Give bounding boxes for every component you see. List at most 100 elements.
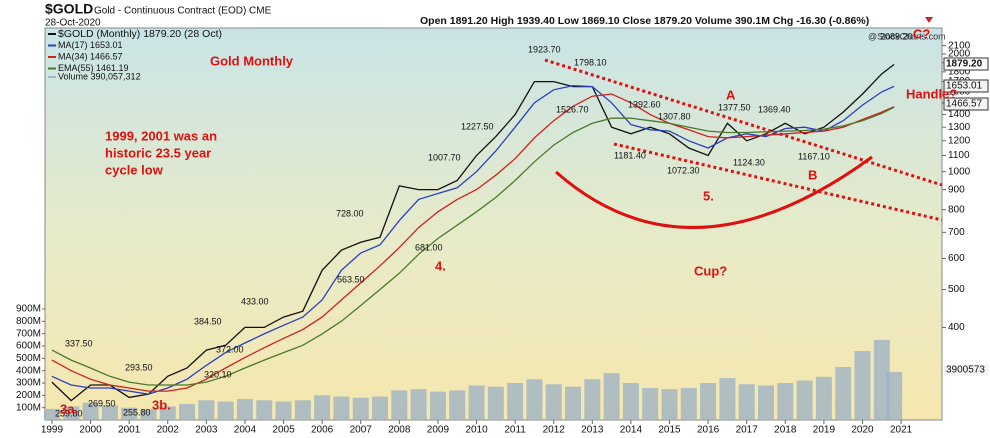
volume-bar bbox=[275, 401, 292, 420]
x-tick-label: 2017 bbox=[736, 425, 759, 436]
annotation: B bbox=[808, 167, 817, 182]
volume-bar bbox=[429, 391, 446, 420]
x-tick-label: 2019 bbox=[813, 425, 836, 436]
price-tag-box bbox=[943, 57, 989, 71]
y-tick-label: 1800 bbox=[948, 66, 971, 77]
price-label: 681.00 bbox=[415, 242, 443, 252]
price-label: 1392.60 bbox=[628, 99, 661, 109]
volume-bar bbox=[468, 385, 485, 420]
volume-bar bbox=[584, 379, 601, 420]
x-tick-label: 2011 bbox=[504, 425, 526, 436]
annotation: Gold Monthly bbox=[210, 53, 294, 68]
volume-bar bbox=[487, 386, 504, 420]
annotation: A bbox=[726, 87, 736, 102]
legend-label: EMA(55) 1461.19 bbox=[58, 63, 129, 73]
volume-bar bbox=[410, 389, 427, 420]
volume-bar bbox=[777, 383, 794, 420]
price-line bbox=[51, 93, 895, 392]
volume-bar bbox=[545, 384, 562, 420]
x-tick-label: 2004 bbox=[234, 425, 257, 436]
price-label: 1007.70 bbox=[428, 152, 461, 162]
volume-bar bbox=[661, 389, 678, 420]
y-tick-label: 900 bbox=[948, 184, 965, 195]
volume-bar bbox=[63, 406, 80, 420]
volume-bar bbox=[835, 366, 852, 420]
chart-title: Gold - Continuous Contract (EOD) CME bbox=[94, 6, 272, 17]
x-tick-label: 2012 bbox=[543, 425, 566, 436]
volume-bar bbox=[333, 396, 350, 420]
volume-bar bbox=[217, 401, 234, 420]
quote: Open 1891.20 High 1939.40 Low 1869.10 Cl… bbox=[420, 15, 869, 27]
volume-bar bbox=[507, 383, 524, 420]
y2-tick-label: 500M bbox=[16, 353, 41, 364]
symbol: $GOLD bbox=[45, 1, 93, 17]
annotation: 3b. bbox=[152, 397, 171, 412]
volume-bar bbox=[140, 408, 157, 420]
volume-bar bbox=[314, 395, 331, 420]
volume-bar bbox=[391, 390, 408, 420]
legend-label: Volume 390,057,312 bbox=[58, 71, 141, 81]
annotation: C? bbox=[913, 26, 930, 41]
volume-bar bbox=[372, 396, 389, 420]
volume-bar bbox=[622, 383, 639, 420]
y-tick-label: 800 bbox=[948, 204, 965, 215]
volume-bar bbox=[101, 405, 118, 420]
volume-bar bbox=[796, 380, 813, 420]
y2-tick-label: 700M bbox=[16, 328, 41, 339]
annotation: 5. bbox=[703, 188, 714, 203]
x-tick-label: 2020 bbox=[851, 425, 874, 436]
price-label: 320.10 bbox=[204, 369, 232, 379]
price-label: 1369.40 bbox=[758, 104, 791, 114]
price-label: 728.00 bbox=[336, 208, 364, 218]
y-tick-label: 1000 bbox=[948, 166, 971, 177]
y2-tick-label: 900M bbox=[16, 304, 41, 315]
price-label: 1307.80 bbox=[658, 111, 691, 121]
volume-bar bbox=[738, 384, 755, 420]
annotation: Cup? bbox=[694, 263, 727, 278]
volume-bar bbox=[815, 376, 832, 420]
volume-bar bbox=[159, 406, 176, 420]
price-tag: 3900573 bbox=[946, 365, 985, 376]
volume-bar bbox=[873, 339, 890, 420]
y2-tick-label: 100M bbox=[16, 402, 41, 413]
y-tick-label: 1100 bbox=[948, 150, 970, 161]
annotation: historic 23.5 year bbox=[105, 145, 211, 160]
y-tick-label: 1200 bbox=[948, 135, 971, 146]
volume-bar bbox=[82, 402, 99, 420]
volume-bar bbox=[256, 400, 273, 420]
x-tick-label: 2005 bbox=[272, 425, 295, 436]
cup-arc bbox=[555, 155, 873, 229]
price-label: 269.50 bbox=[88, 398, 116, 408]
volume-bar bbox=[236, 399, 253, 420]
y2-tick-label: 400M bbox=[16, 365, 41, 376]
price-tag-box bbox=[943, 97, 989, 111]
price-label: 1798.10 bbox=[574, 57, 607, 67]
x-tick-label: 2009 bbox=[427, 425, 450, 436]
y-tick-label: 700 bbox=[948, 227, 965, 238]
y-tick-label: 500 bbox=[948, 284, 965, 295]
price-label: 293.50 bbox=[125, 362, 153, 372]
price-tag: 1466.57 bbox=[946, 99, 983, 110]
price-label: 1167.10 bbox=[798, 151, 830, 161]
volume-bar bbox=[449, 390, 466, 420]
volume-bar bbox=[757, 385, 774, 420]
x-tick-label: 2001 bbox=[118, 425, 141, 436]
x-tick-label: 2015 bbox=[658, 425, 681, 436]
y-tick-label: 1300 bbox=[948, 122, 971, 133]
volume-bar bbox=[352, 397, 369, 420]
price-tag-box bbox=[943, 79, 989, 93]
y2-tick-label: 200M bbox=[16, 390, 41, 401]
x-tick-label: 2002 bbox=[157, 425, 180, 436]
price-label: 563.50 bbox=[337, 274, 365, 284]
y2-tick-label: 300M bbox=[16, 378, 41, 389]
annotation: 4. bbox=[435, 258, 446, 273]
volume-bar bbox=[179, 403, 196, 420]
volume-bar bbox=[603, 373, 620, 420]
price-label: 1124.30 bbox=[733, 157, 765, 167]
y-tick-label: 1400 bbox=[948, 109, 971, 120]
source: @StockCharts.com bbox=[868, 31, 946, 41]
price-label: 1072.30 bbox=[667, 165, 700, 175]
volume-bar bbox=[886, 371, 903, 420]
price-label: 1227.50 bbox=[461, 121, 494, 131]
price-label: 1526.70 bbox=[556, 104, 589, 114]
